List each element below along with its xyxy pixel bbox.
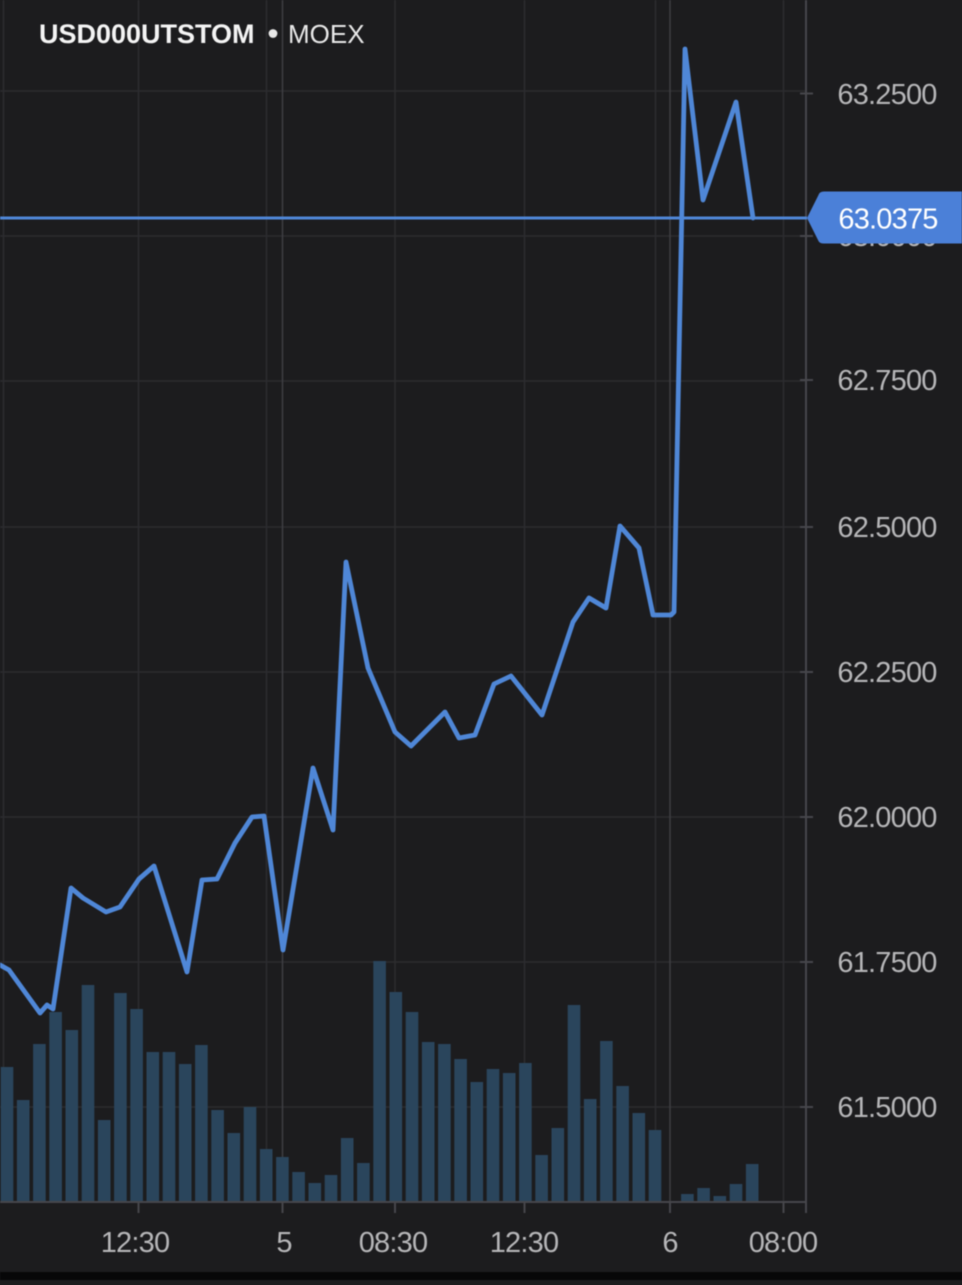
svg-text:63.2500: 63.2500 — [837, 79, 936, 111]
svg-text:12:30: 12:30 — [490, 1227, 559, 1259]
svg-text:6: 6 — [662, 1227, 677, 1259]
svg-text:62.5000: 62.5000 — [837, 512, 936, 544]
svg-text:62.2500: 62.2500 — [837, 657, 936, 689]
svg-text:5: 5 — [276, 1227, 291, 1259]
svg-text:08:30: 08:30 — [359, 1227, 428, 1259]
svg-text:08:00: 08:00 — [749, 1227, 818, 1259]
svg-text:61.5000: 61.5000 — [837, 1092, 936, 1124]
svg-text:61.7500: 61.7500 — [837, 947, 936, 979]
svg-text:62.7500: 62.7500 — [837, 365, 936, 397]
svg-text:62.0000: 62.0000 — [837, 802, 936, 834]
svg-text:63.0375: 63.0375 — [838, 204, 937, 236]
svg-text:MOEX: MOEX — [288, 19, 365, 49]
svg-text:12:30: 12:30 — [101, 1227, 170, 1259]
svg-text:USD000UTSTOM: USD000UTSTOM — [39, 19, 255, 49]
